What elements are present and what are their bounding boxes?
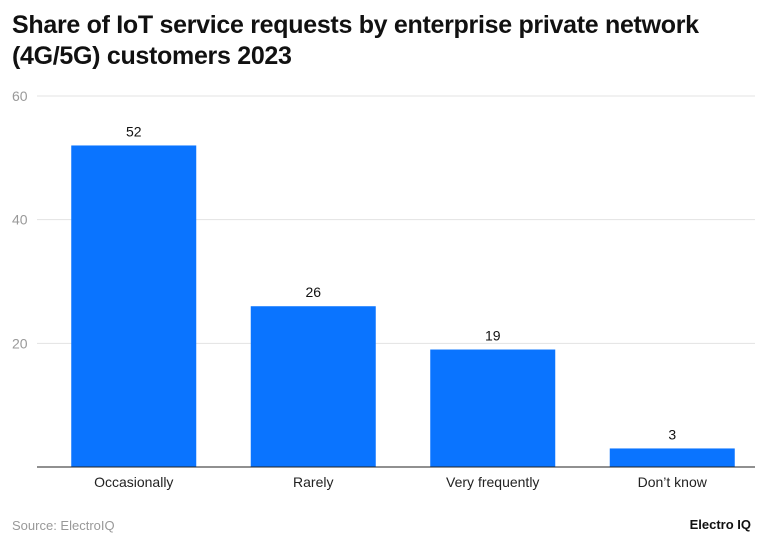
- x-tick-label: Rarely: [293, 474, 333, 490]
- y-tick-label: 20: [12, 335, 28, 351]
- bar: [609, 448, 735, 467]
- brand-logo: Electro IQ: [689, 517, 751, 532]
- bar: [250, 306, 376, 467]
- data-label: 26: [305, 284, 321, 300]
- x-tick-label: Very frequently: [446, 474, 539, 490]
- y-tick-label: 60: [12, 88, 28, 104]
- bar: [430, 349, 556, 467]
- chart-title: Share of IoT service requests by enterpr…: [12, 11, 699, 70]
- data-label: 3: [668, 426, 676, 442]
- source-note: Source: ElectroIQ: [12, 518, 115, 533]
- x-tick-label: Occasionally: [94, 474, 173, 490]
- data-label: 19: [485, 328, 501, 344]
- x-tick-label: Don’t know: [638, 474, 708, 490]
- data-label: 52: [126, 123, 142, 139]
- bar: [71, 145, 197, 467]
- y-tick-label: 40: [12, 212, 28, 228]
